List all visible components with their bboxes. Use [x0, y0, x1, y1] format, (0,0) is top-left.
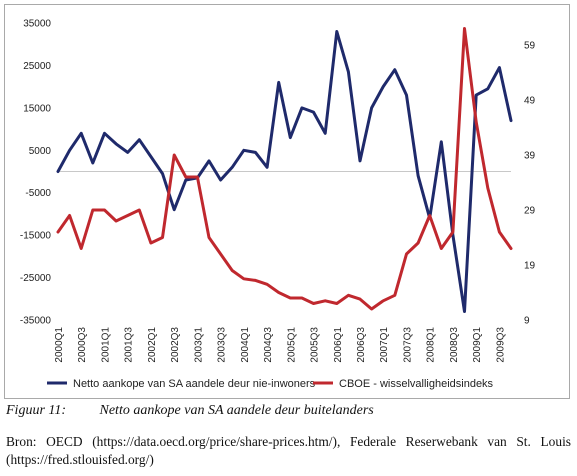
- x-tick-label: 2008Q1: [426, 327, 437, 363]
- x-tick-label: 2006Q1: [333, 327, 344, 363]
- y-left-tick-label: -35000: [20, 316, 52, 327]
- y-right-tick-label: 29: [524, 206, 536, 217]
- x-tick-label: 2005Q3: [310, 327, 321, 363]
- x-tick-label: 2004Q3: [263, 327, 274, 363]
- figure-source: Bron: OECD (https://data.oecd.org/price/…: [6, 434, 571, 467]
- chart-frame: 35000 25000 15000 5000 -5000 -15000 -25000 -350…: [4, 4, 570, 399]
- figure-caption: Figuur 11: Netto aankope van SA aandele …: [6, 403, 571, 419]
- y-right-tick-label: 19: [524, 261, 536, 272]
- y-left-tick-label: 35000: [23, 19, 51, 30]
- x-tick-label: 2001Q3: [124, 327, 135, 363]
- dual-axis-line-chart: 35000 25000 15000 5000 -5000 -15000 -25000 -350…: [20, 19, 536, 391]
- x-tick-label: 2003Q3: [217, 327, 228, 363]
- x-tick-label: 2004Q1: [240, 327, 251, 363]
- x-tick-label: 2002Q1: [147, 327, 158, 363]
- y-left-tick-label: 25000: [23, 61, 51, 72]
- legend-label: CBOE - wisselvalligheidsindeks: [339, 378, 494, 390]
- x-tick-label: 2003Q1: [193, 327, 204, 363]
- x-tick-label: 2000Q3: [77, 327, 88, 363]
- y-right-tick-label: 59: [524, 41, 536, 52]
- x-tick-label: 2006Q3: [356, 327, 367, 363]
- x-tick-label: 2001Q1: [100, 327, 111, 363]
- x-tick-label: 2008Q3: [449, 327, 460, 363]
- figure-label: Figuur 11:: [6, 403, 67, 418]
- y-left-tick-label: -15000: [20, 231, 52, 242]
- y-right-tick-label: 9: [524, 316, 530, 327]
- figure-title: Netto aankope van SA aandele deur buitel…: [99, 403, 374, 418]
- x-tick-label: 2007Q3: [402, 327, 413, 363]
- x-tick-label: 2002Q3: [170, 327, 181, 363]
- y-left-tick-label: -5000: [25, 188, 51, 199]
- series-line-net-purchases: [56, 30, 513, 313]
- series-line-cboe-vix: [56, 27, 513, 311]
- y-right-tick-label: 49: [524, 96, 536, 107]
- y-left-tick-label: 15000: [23, 103, 51, 114]
- y-right-tick-label: 39: [524, 151, 536, 162]
- x-tick-label: 2005Q1: [286, 327, 297, 363]
- legend-label: Netto aankope van SA aandele deur nie-in…: [73, 378, 316, 390]
- y-left-tick-label: -25000: [20, 273, 52, 284]
- x-tick-label: 2009Q1: [472, 327, 483, 363]
- x-tick-label: 2000Q1: [54, 327, 65, 363]
- y-left-tick-label: 5000: [29, 146, 52, 157]
- x-tick-label: 2009Q3: [495, 327, 506, 363]
- x-tick-label: 2007Q1: [379, 327, 390, 363]
